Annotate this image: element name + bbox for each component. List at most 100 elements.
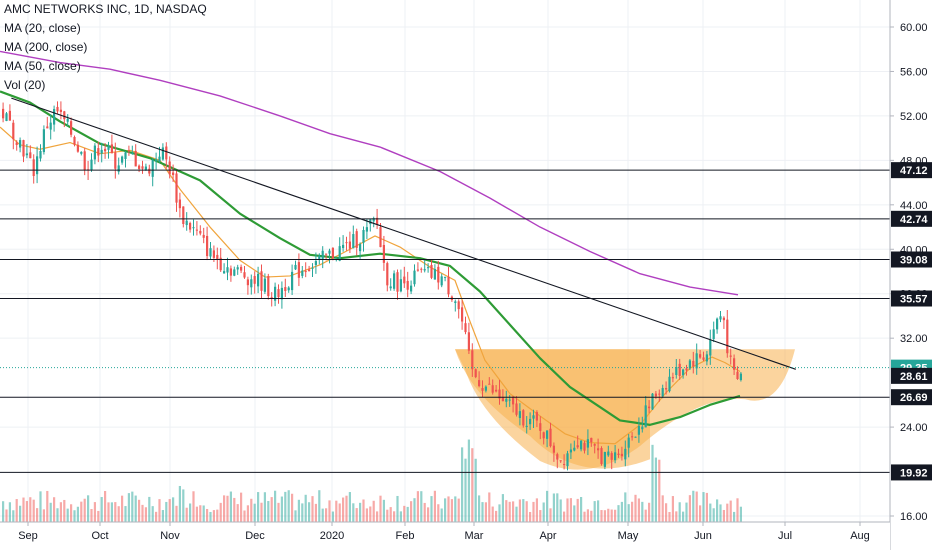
candle [56,101,59,115]
candle [53,105,56,132]
candle-body [325,253,328,255]
ma200-line [0,50,739,296]
candle-body [280,287,283,300]
candle-body [559,460,562,462]
candle [699,350,702,359]
volume-bar [144,507,147,522]
candle [651,392,654,411]
candle [178,192,181,218]
candle-body [141,166,144,169]
candle-body [695,353,698,369]
candle-body [651,393,654,410]
candle [93,143,96,165]
volume-bar [325,508,328,522]
candle [620,446,623,461]
legend-ma200[interactable]: MA (200, close) [4,40,88,54]
candle-body [117,165,120,172]
candle-body [702,357,705,360]
volume-bar [491,506,494,522]
level-tag [891,290,932,307]
volume-bar [654,457,657,522]
volume-bar [39,491,42,522]
candle-body [488,383,491,385]
candle-body [155,159,158,161]
candle-body [525,425,528,427]
volume-bar [627,504,630,522]
candle [42,125,45,155]
legend-ma50[interactable]: MA (50, close) [4,59,81,73]
volume-bar [308,502,311,522]
volume-bar [202,505,205,522]
candle-body [365,227,368,232]
candle [70,117,73,138]
candle-body [668,376,671,392]
candle-body [508,399,511,401]
candle [722,316,725,329]
candle-body [134,150,137,167]
candle-body [617,453,620,455]
volume-bar [168,499,171,522]
volume-bar [131,491,134,522]
candle-body [253,276,256,284]
candle [250,274,253,295]
level-tag [891,210,932,227]
legend-ma20[interactable]: MA (20, close) [4,21,81,35]
candle-body [144,166,147,170]
candle [586,429,589,456]
volume-bar [488,492,491,522]
candle [345,236,348,251]
horizontal-levels[interactable] [0,169,890,473]
candle-body [355,231,358,248]
volume-bar [695,491,698,522]
time-axis[interactable]: Sep Oct Nov Dec 2020 Feb Mar Apr May Jun Jul Aug [0,521,890,550]
volume-bar [49,502,52,522]
volume-bar [365,508,368,522]
candle [331,247,334,261]
volume-bar [369,506,372,522]
volume-bar [430,496,433,522]
volume-bar [331,511,334,522]
volume-bar [403,505,406,522]
candle-body [573,447,576,451]
candle [563,454,566,470]
volume-bar [501,494,504,522]
candle [223,263,226,274]
candle [277,284,280,304]
candle-body [148,168,151,174]
candle [284,278,287,297]
candle-body [484,386,487,391]
time-tick-label: Jul [778,530,792,542]
candle-body [413,270,416,285]
legend-volume[interactable]: Vol (20) [4,78,46,92]
candle [240,264,243,274]
volume-bar [253,503,256,522]
candle-body [22,140,25,157]
candle [433,264,436,280]
candle [46,116,49,129]
candle-body [76,144,79,152]
price-axis[interactable]: 60.0056.0052.0048.0044.0040.0036.0032.00… [889,0,932,550]
volume-bar [199,505,202,522]
volume-bar [280,496,283,522]
candle-body [202,234,205,238]
volume-bar [121,495,124,522]
candle-body [229,268,232,276]
candle [151,157,154,187]
volume-bar [542,502,545,522]
candle [590,437,593,447]
candle-body [726,319,729,354]
trend-line[interactable] [11,97,796,370]
volume-bar [620,501,623,522]
volume-bar [396,495,399,522]
volume-bar [148,496,151,522]
candle [481,380,484,398]
time-tick-label: Dec [245,530,265,542]
candle [705,350,708,366]
time-tick-label: Apr [539,530,556,542]
candle [66,114,69,127]
candle-body [389,286,392,289]
candle [301,265,304,279]
volume-bar [457,498,460,522]
candle-body [641,426,644,430]
